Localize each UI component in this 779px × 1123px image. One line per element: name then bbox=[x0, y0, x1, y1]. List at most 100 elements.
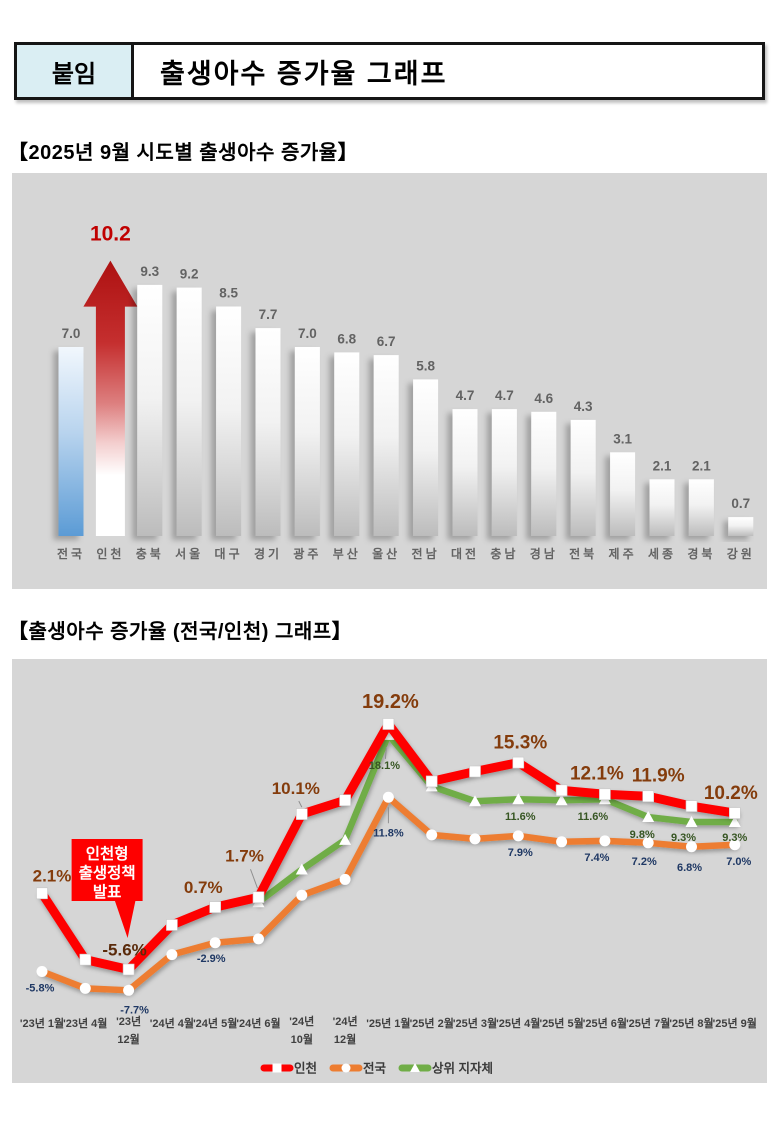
data-point-marker bbox=[469, 765, 481, 778]
data-point-label: -7.7% bbox=[120, 1004, 149, 1016]
tspan: 12월 bbox=[117, 1032, 139, 1046]
bar bbox=[294, 347, 320, 536]
bar-category-label: 충북 bbox=[136, 546, 164, 561]
bar-chart-panel: 7.0 전국 10.2 인천 9.3 충북 9.2 서울 8.5 대구 7.7 경기 7.0 광주 6.8 부… bbox=[12, 173, 767, 589]
bar bbox=[610, 452, 636, 536]
bar-value-label: 6.8 bbox=[337, 331, 356, 346]
bar-value-label: 4.6 bbox=[534, 391, 553, 406]
x-axis-label: '24년 5월 bbox=[193, 1016, 237, 1030]
bar-value-label: 2.1 bbox=[692, 458, 711, 473]
data-point-label: 11.9% bbox=[632, 765, 685, 786]
line-chart: 2.1% -5.6% 0.7%1.7% 10.1% 19.2% 15.3% 12.1% 11.… bbox=[20, 691, 758, 1076]
callout-text: 발표 bbox=[93, 883, 122, 901]
x-axis-label: '25년 4월 bbox=[496, 1016, 540, 1030]
bar-value-label: 4.3 bbox=[574, 399, 593, 414]
data-point-label: 11.8% bbox=[373, 827, 404, 839]
bar-value-label: 6.7 bbox=[377, 334, 396, 349]
data-point-label: 9.3% bbox=[722, 832, 747, 844]
bar bbox=[413, 379, 439, 536]
data-point-label: 9.8% bbox=[630, 829, 655, 841]
data-point-marker bbox=[512, 756, 525, 769]
data-point-label: 11.6% bbox=[505, 811, 536, 823]
bar bbox=[570, 419, 596, 536]
callout-text: 인천형 bbox=[86, 844, 129, 863]
data-point-marker bbox=[642, 837, 654, 849]
bar bbox=[491, 409, 517, 536]
line-chart-panel: 2.1% -5.6% 0.7% 1.7% 10.1% 19.2% 15.3% 12.1% 11.… bbox=[12, 659, 767, 1083]
bar-category-label: 대전 bbox=[451, 546, 479, 561]
bar-category-label: 경남 bbox=[530, 546, 558, 561]
data-point-marker bbox=[79, 953, 92, 966]
x-axis-label: '23년 4월 bbox=[63, 1016, 107, 1030]
data-point-marker bbox=[685, 800, 698, 812]
data-point-marker bbox=[728, 807, 741, 819]
bar-value-label: 7.0 bbox=[298, 326, 317, 341]
x-axis-label: '25년 9월 bbox=[713, 1016, 757, 1030]
label-leader-line bbox=[250, 869, 258, 889]
legend-marker bbox=[410, 1063, 420, 1072]
data-point-marker bbox=[469, 795, 481, 807]
data-point-label: 7.4% bbox=[584, 852, 609, 864]
x-axis-label: '25년 5월 bbox=[539, 1016, 583, 1030]
data-point-marker bbox=[295, 863, 308, 875]
x-axis-label: '25년 2월 bbox=[410, 1016, 454, 1030]
data-point-marker bbox=[166, 919, 178, 931]
bar-category-label: 광주 bbox=[293, 546, 321, 561]
legend-item-0: 인천 bbox=[260, 1061, 317, 1076]
data-point-label: 7.2% bbox=[632, 856, 657, 868]
bar-category-label: 제주 bbox=[609, 547, 637, 561]
incheon-arrow-bar bbox=[83, 260, 138, 536]
tspan: '24년 bbox=[333, 1014, 358, 1028]
bar-category-label: 충남 bbox=[490, 546, 518, 561]
data-point-label: 9.3% bbox=[671, 832, 696, 844]
bar bbox=[728, 517, 754, 536]
bar-category-label: 울산 bbox=[372, 546, 400, 561]
bar bbox=[216, 306, 242, 536]
legend-label: 상위 지자체 bbox=[432, 1061, 493, 1076]
data-point-marker bbox=[382, 791, 394, 803]
data-point-label: 19.2% bbox=[362, 691, 419, 713]
data-point-marker bbox=[555, 784, 568, 797]
data-point-marker bbox=[339, 873, 351, 885]
data-point-marker bbox=[512, 793, 525, 805]
x-axis-label: '25년 3월 bbox=[453, 1016, 497, 1030]
report-page: 붙임 출생아수 증가율 그래프 【2025년 9월 시도별 출생아수 증가율】 … bbox=[0, 42, 779, 1123]
legend-marker bbox=[341, 1063, 351, 1073]
bar bbox=[452, 409, 478, 536]
bar-value-label: 8.5 bbox=[219, 286, 238, 301]
data-point-marker bbox=[209, 901, 221, 913]
data-point-marker bbox=[36, 966, 48, 977]
data-point-marker bbox=[729, 839, 741, 851]
document-title: 출생아수 증가율 그래프 bbox=[160, 58, 448, 89]
bar bbox=[649, 479, 675, 536]
x-axis-label: '24년 4월 bbox=[150, 1016, 194, 1030]
data-point-marker bbox=[512, 830, 524, 842]
legend-item-1: 전국 bbox=[329, 1061, 387, 1076]
data-point-marker bbox=[686, 841, 697, 853]
data-point-label: 12.1% bbox=[570, 763, 624, 784]
bar bbox=[531, 411, 557, 536]
bar bbox=[137, 284, 163, 536]
bar-category-label: 경기 bbox=[254, 546, 282, 561]
series-line-2 bbox=[255, 731, 739, 906]
data-point-marker bbox=[642, 811, 655, 823]
tspan: '24년 bbox=[289, 1014, 314, 1028]
data-point-marker bbox=[425, 775, 438, 788]
x-axis-label: '24년 12월 bbox=[333, 1014, 358, 1046]
data-point-marker bbox=[642, 790, 655, 803]
bar-value-label: 9.3 bbox=[140, 264, 159, 279]
data-point-label: 15.3% bbox=[493, 733, 547, 754]
data-point-marker bbox=[339, 794, 351, 807]
data-point-marker bbox=[79, 982, 91, 994]
bar bbox=[255, 328, 281, 536]
x-axis-label: '24년 6월 bbox=[236, 1016, 280, 1030]
legend-marker bbox=[272, 1063, 282, 1073]
data-point-label: 7.0% bbox=[726, 856, 751, 868]
bar bbox=[58, 347, 84, 536]
x-axis-label: '24년 10월 bbox=[289, 1014, 314, 1046]
tspan: 12월 bbox=[334, 1032, 356, 1046]
bar bbox=[334, 352, 360, 536]
bar bbox=[373, 355, 399, 536]
callout-text: 출생정책 bbox=[79, 864, 136, 882]
bar-category-label: 인천 bbox=[96, 546, 124, 561]
